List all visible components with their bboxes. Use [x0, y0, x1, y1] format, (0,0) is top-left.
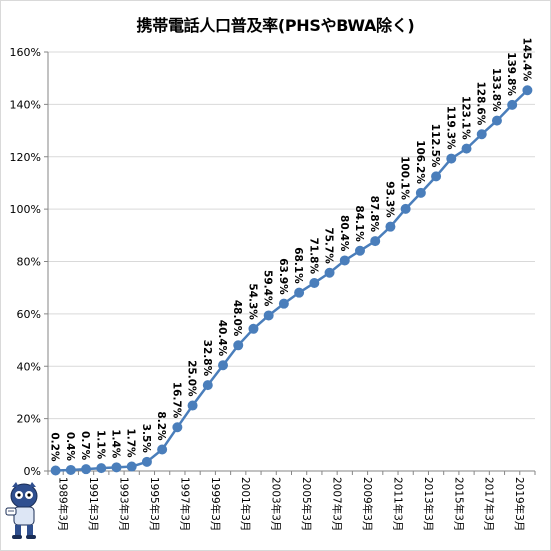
data-point	[339, 255, 350, 266]
data-label: 112.5%	[429, 124, 441, 168]
x-tick-label: 1999年3月	[209, 477, 222, 531]
data-point	[370, 236, 381, 247]
data-point	[446, 153, 457, 164]
data-point	[141, 456, 152, 467]
x-tick-label: 1993年3月	[117, 477, 130, 531]
data-label: 123.1%	[460, 96, 472, 140]
chart-title: 携帯電話人口普及率(PHSやBWA除く)	[136, 16, 415, 35]
data-label: 133.8%	[490, 68, 502, 112]
data-point	[111, 462, 122, 473]
data-point	[385, 221, 396, 232]
data-label: 84.1%	[353, 205, 365, 242]
data-label: 48.0%	[231, 300, 243, 337]
gridlines	[48, 51, 535, 420]
data-label: 87.8%	[368, 196, 380, 233]
axes	[44, 51, 536, 475]
data-labels: 0.2% 0.4% 0.7% 1.1% 1.4% 1.7% 3.5% 8.2%16.7% 25.…	[49, 37, 533, 461]
mascot-character-icon	[5, 482, 38, 539]
data-label: 1.4%	[109, 429, 121, 459]
data-point	[431, 171, 442, 182]
data-point	[172, 422, 183, 433]
data-point	[354, 245, 365, 256]
x-tick-label: 2007年3月	[331, 477, 344, 531]
data-label: 145.4%	[520, 37, 532, 81]
data-point	[233, 340, 244, 351]
data-label: 25.0%	[186, 360, 198, 397]
data-point	[507, 99, 518, 110]
data-label: 63.9%	[277, 258, 289, 295]
x-tick-label: 1995年3月	[148, 477, 161, 531]
x-tick-label: 2003年3月	[270, 477, 283, 531]
data-label: 3.5%	[140, 424, 152, 454]
y-tick-label: 80%	[17, 256, 41, 269]
y-tick-label: 120%	[10, 151, 41, 164]
data-point	[324, 267, 335, 278]
data-point	[491, 115, 502, 126]
data-point	[202, 380, 213, 391]
x-tick-label: 2009年3月	[361, 477, 374, 531]
data-label: 100.1%	[399, 156, 411, 200]
data-label: 0.7%	[79, 431, 91, 461]
data-label: 40.4%	[216, 320, 228, 357]
data-point	[522, 85, 533, 96]
data-point	[187, 400, 198, 411]
data-label: 139.8%	[505, 52, 517, 96]
data-point	[278, 298, 289, 309]
data-label: 0.4%	[64, 432, 76, 462]
data-point	[50, 465, 61, 476]
data-label: 75.7%	[323, 227, 335, 264]
data-point	[65, 464, 76, 475]
x-tick-label: 2013年3月	[422, 477, 435, 531]
data-point	[96, 463, 107, 474]
data-label: 128.6%	[475, 81, 487, 125]
data-label: 71.8%	[307, 238, 319, 275]
x-tick-label: 1991年3月	[87, 477, 100, 531]
data-label: 1.1%	[94, 430, 106, 460]
y-tick-label: 60%	[17, 308, 41, 321]
data-label: 16.7%	[170, 382, 182, 419]
data-point	[294, 287, 305, 298]
data-label: 68.1%	[292, 247, 304, 284]
data-label: 54.3%	[246, 283, 258, 320]
x-tick-label: 2017年3月	[483, 477, 496, 531]
data-point	[461, 143, 472, 154]
data-point	[157, 444, 168, 455]
x-tick-label: 1997年3月	[178, 477, 191, 531]
data-label: 119.3%	[444, 106, 456, 150]
data-points	[50, 85, 533, 476]
data-label: 106.2%	[414, 140, 426, 184]
x-tick-label: 2019年3月	[513, 477, 526, 531]
data-label: 93.3%	[383, 181, 395, 218]
y-tick-label: 160%	[10, 46, 41, 59]
data-point	[218, 360, 229, 371]
y-tick-label: 140%	[10, 98, 41, 111]
data-point	[248, 323, 259, 334]
data-label: 59.4%	[262, 270, 274, 307]
y-tick-label: 0%	[24, 465, 41, 478]
data-label: 0.2%	[49, 432, 61, 462]
x-axis-ticks: 1989年3月 1991年3月 1993年3月 1995年3月 1997年3月 1999年…	[57, 477, 527, 531]
x-tick-label: 2015年3月	[452, 477, 465, 531]
x-tick-label: 2005年3月	[300, 477, 313, 531]
data-label: 32.8%	[201, 340, 213, 377]
x-tick-label: 2001年3月	[239, 477, 252, 531]
x-tick-label: 2011年3月	[391, 477, 404, 531]
data-point	[81, 464, 92, 475]
data-point	[476, 129, 487, 140]
data-point	[309, 277, 320, 288]
data-point	[126, 461, 137, 472]
x-tick-label: 1989年3月	[57, 477, 70, 531]
y-tick-label: 20%	[17, 413, 41, 426]
y-tick-label: 40%	[17, 360, 41, 373]
data-point	[415, 187, 426, 198]
data-point	[263, 310, 274, 321]
data-label: 8.2%	[155, 411, 167, 441]
data-label: 80.4%	[338, 215, 350, 252]
data-label: 1.7%	[125, 428, 137, 458]
y-axis-ticks: 0% 20% 40% 60% 80% 100% 120% 140% 160%	[10, 46, 41, 478]
data-point	[400, 203, 411, 214]
y-tick-label: 100%	[10, 203, 41, 216]
